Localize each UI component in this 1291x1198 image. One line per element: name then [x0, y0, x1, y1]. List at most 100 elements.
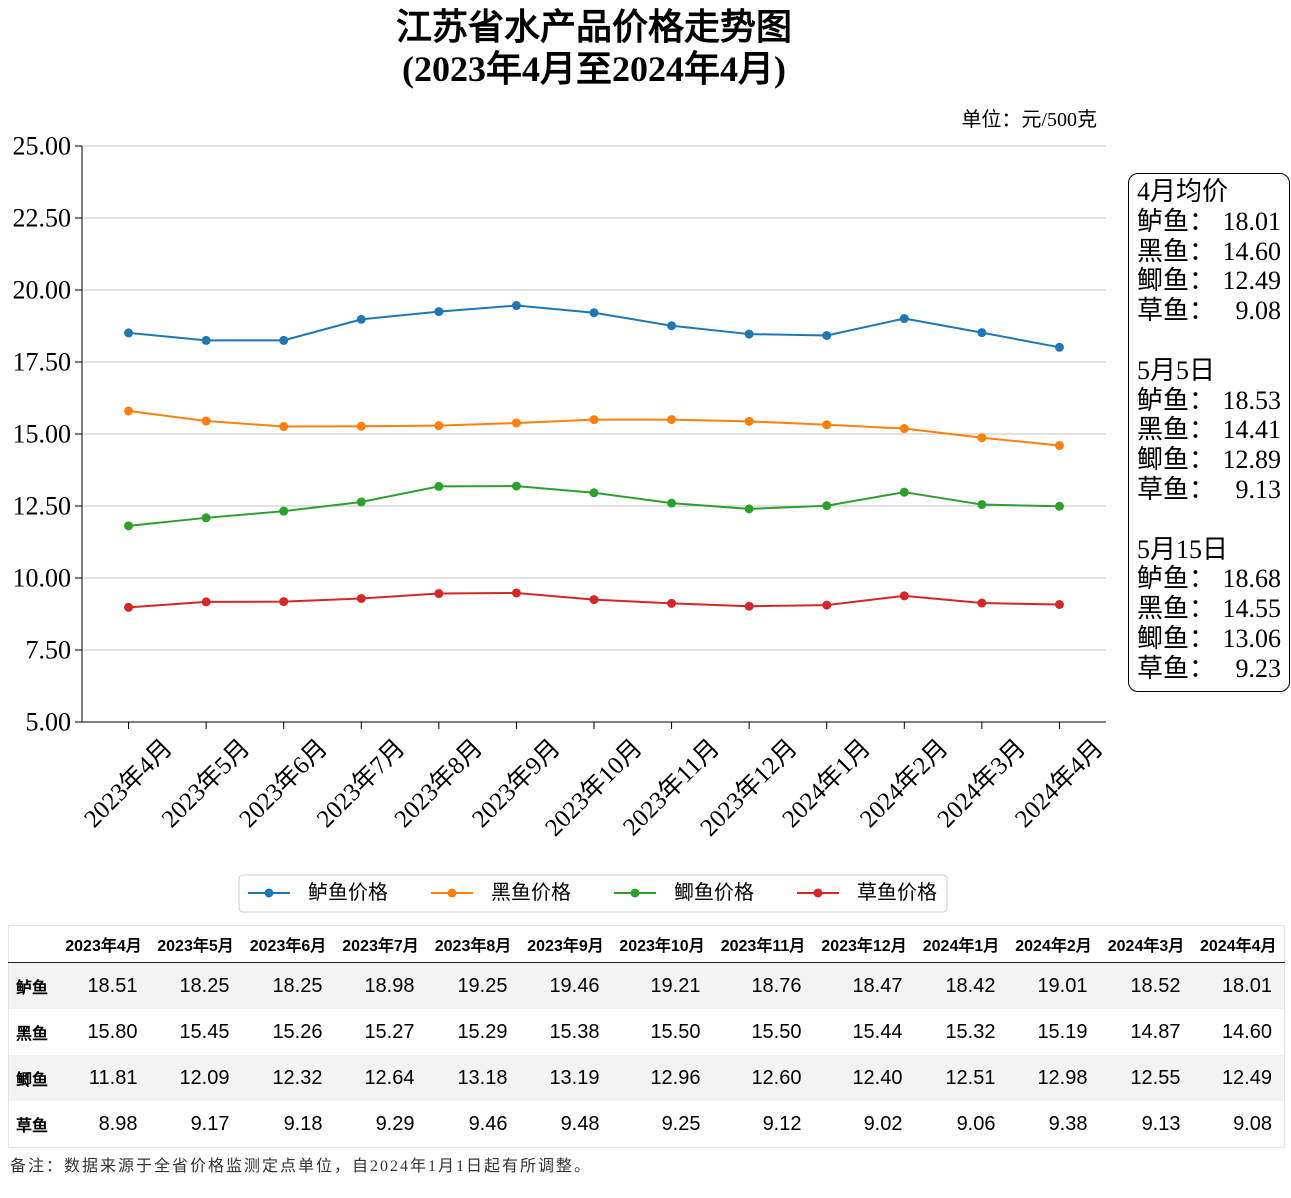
chart-title-block: 江苏省水产品价格走势图 (2023年4月至2024年4月) [82, 6, 1106, 90]
price-note-heading: 4月均价 [1137, 177, 1229, 206]
price-note-value: 9.08 [1235, 296, 1282, 326]
table-cell: 13.19 [519, 1055, 612, 1101]
price-note-label: 黑鱼： [1137, 236, 1216, 266]
price-note-label: 鲈鱼： [1137, 385, 1216, 415]
data-point [899, 487, 909, 497]
y-tick-label: 25.00 [13, 132, 72, 161]
data-point [356, 593, 366, 603]
table-cell: 18.47 [813, 962, 915, 1009]
table-header-cell: 2023年10月 [611, 925, 713, 963]
table-cell: 12.55 [1099, 1055, 1193, 1101]
table-header-cell: 2023年6月 [241, 925, 335, 963]
table-cell: 15.26 [272, 1020, 323, 1043]
data-point [822, 600, 832, 610]
data-point [124, 328, 134, 338]
table-header-cell: 2023年11月 [712, 925, 814, 963]
table-cell: 18.76 [712, 962, 814, 1009]
price-note-row: 黑鱼： 14.41 [1137, 415, 1281, 445]
price-note-row: 鲈鱼： 18.01 [1137, 207, 1281, 237]
data-point [201, 513, 211, 523]
table-header-cell: 2023年5月 [149, 925, 242, 963]
data-point [434, 307, 444, 317]
table-row-label: 鲈鱼 [8, 962, 58, 1009]
table-cell: 12.96 [611, 1055, 713, 1101]
table-corner-cell [8, 925, 58, 963]
table-cell: 9.46 [468, 1112, 508, 1135]
legend-label: 草鱼价格 [857, 881, 937, 904]
price-note-value: 14.55 [1222, 594, 1282, 624]
price-note-row: 草鱼： 9.13 [1137, 475, 1281, 505]
table-cell: 19.01 [1007, 962, 1100, 1009]
data-point [899, 314, 909, 324]
data-point [899, 591, 909, 601]
data-point [511, 418, 521, 428]
table-cell: 18.51 [57, 962, 150, 1009]
data-point [899, 424, 909, 434]
table-row: 草鱼 8.98 9.17 9.18 9.29 9.46 9.48 9.25 9.12 9.02 9.… [9, 1101, 1285, 1148]
table-header-row: 2023年4月 2023年5月 2023年6月 2023年7月 2023年8月 2023年… [8, 925, 1285, 963]
table-cell: 15.45 [179, 1020, 230, 1043]
table-row-label: 黑鱼 [16, 1026, 49, 1043]
y-tick-label: 12.50 [13, 492, 72, 521]
line-chart: 5.00 7.50 10.00 12.50 15.00 17.50 20.00 22.50 25… [13, 132, 1109, 913]
data-point [279, 597, 289, 607]
price-note-value: 18.68 [1222, 564, 1282, 594]
table-cell: 19.46 [519, 962, 612, 1009]
data-point [434, 421, 444, 431]
data-point [511, 481, 521, 491]
table-cell: 15.44 [852, 1020, 903, 1043]
data-point [1054, 441, 1064, 451]
price-table: 2023年4月 2023年5月 2023年6月 2023年7月 2023年8月 2023年… [8, 925, 1285, 1148]
table-header-cell: 2023年7月 [334, 925, 427, 963]
footnote: 备注：数据来源于全省价格监测定点单位，自2024年1月1日起有所调整。 [10, 1158, 593, 1175]
data-point [977, 328, 987, 338]
table-cell: 9.18 [283, 1112, 323, 1135]
y-tick-label: 22.50 [13, 204, 72, 233]
table-cell: 18.25 [241, 962, 335, 1009]
data-point [667, 598, 677, 608]
price-note-group: 4月均价 鲈鱼： 18.01 黑鱼： 14.60 鲫鱼： 12.49 草鱼： 9.08 [1137, 177, 1281, 326]
table-cell: 18.42 [914, 962, 1008, 1009]
table-cell: 15.27 [364, 1020, 415, 1043]
price-note-label: 黑鱼： [1137, 415, 1216, 445]
data-point [744, 416, 754, 426]
table-body: 鲈鱼 18.51 18.25 18.25 18.98 19.25 19.46 19.21 18.… [8, 962, 1285, 1148]
data-point [667, 321, 677, 331]
table-cell: 9.17 [190, 1112, 230, 1135]
series-group [124, 301, 1064, 352]
table-cell: 15.50 [751, 1020, 802, 1043]
table-cell: 12.32 [241, 1055, 335, 1101]
table-cell: 18.52 [1099, 962, 1193, 1009]
table-cell: 15.80 [87, 1020, 138, 1043]
table-cell: 8.98 [98, 1112, 138, 1135]
legend-item: 草鱼价格 [797, 881, 937, 904]
price-note-label: 鲫鱼： [1137, 266, 1216, 296]
y-tick-label: 17.50 [13, 348, 72, 377]
data-point [667, 415, 677, 425]
price-note-row: 鲫鱼： 12.49 [1137, 266, 1281, 296]
table-cell: 12.98 [1007, 1055, 1100, 1101]
legend-marker [813, 888, 823, 898]
price-note-row: 黑鱼： 14.55 [1137, 594, 1281, 624]
data-point [511, 301, 521, 311]
table-cell: 18.01 [1192, 962, 1285, 1009]
y-axis: 5.00 7.50 10.00 12.50 15.00 17.50 20.00 22.50 25… [13, 132, 1106, 737]
price-note-label: 鲫鱼： [1137, 445, 1216, 475]
data-point [124, 406, 134, 416]
table-cell: 9.12 [762, 1112, 802, 1135]
data-point [822, 420, 832, 430]
table-cell: 15.19 [1037, 1020, 1088, 1043]
table-cell: 14.60 [1221, 1020, 1272, 1043]
legend-marker [630, 888, 640, 898]
price-note-heading: 5月5日 [1137, 355, 1216, 385]
legend-marker [447, 888, 457, 898]
table-header-cell: 2023年12月 [813, 925, 915, 963]
table-header-cell: 2024年3月 [1099, 925, 1193, 963]
price-note-value: 14.41 [1222, 415, 1282, 445]
legend-item: 黑鱼价格 [431, 881, 571, 904]
data-point [589, 488, 599, 498]
table-cell: 9.13 [1141, 1112, 1181, 1135]
price-note-group: 5月5日 鲈鱼： 18.53 黑鱼： 14.41 鲫鱼： 12.89 草鱼： 9.13 [1137, 356, 1281, 505]
table-row-label: 草鱼 [16, 1118, 49, 1135]
price-note-value: 9.13 [1235, 474, 1282, 504]
